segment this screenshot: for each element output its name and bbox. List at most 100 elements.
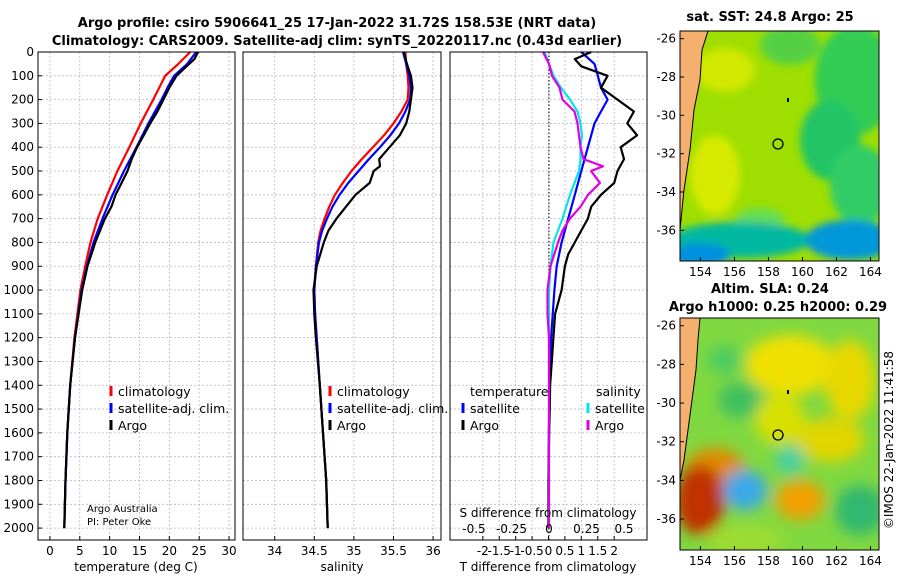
depth-tick-label: 1700: [3, 450, 34, 464]
depth-tick-label: 2000: [3, 521, 34, 535]
sla-low-blob: [707, 346, 743, 374]
map-lon-label: 162: [825, 554, 848, 568]
series-argo: [63, 51, 199, 529]
map-lon-label: 164: [859, 265, 882, 279]
map-lat-label: -36: [656, 223, 676, 237]
legend-climatology-label: climatology: [337, 384, 410, 399]
depth-tick-label: 1200: [3, 331, 34, 345]
map-lat-label: -32: [656, 147, 676, 161]
x-tick-label: 0: [46, 544, 54, 558]
x-tick-label: 34: [267, 544, 282, 558]
depth-tick-label: 200: [11, 93, 34, 107]
figure-title-line1: Argo profile: csiro 5906641_25 17-Jan-20…: [78, 16, 596, 31]
sst-cold-band: [805, 220, 879, 260]
sst-cool-blob: [830, 145, 879, 225]
x-tick-label: 0.5: [555, 544, 574, 558]
sla-coastline-land: [680, 318, 701, 481]
depth-tick-label: 1000: [3, 283, 34, 297]
sst-argo-marker: [772, 138, 784, 150]
depth-tick-label: 700: [11, 212, 34, 226]
x-tick-label: -1.5: [488, 544, 511, 558]
map-lat-label: -32: [656, 435, 676, 449]
legend-temperature-title: temperature: [470, 384, 549, 399]
salinity-panel-frame: [242, 51, 442, 541]
map-lat-label: -28: [656, 70, 676, 84]
depth-tick-label: 1400: [3, 378, 34, 392]
legend-s-satellite-label: satellite: [595, 401, 645, 416]
map-lat-label: -30: [656, 396, 676, 410]
depth-tick-label: 1600: [3, 426, 34, 440]
sla-low-blob: [835, 485, 879, 535]
x-tick-label: -0.5: [520, 544, 543, 558]
sla-island: [787, 390, 789, 394]
map-lat-label: -34: [656, 473, 676, 487]
sla-high-blob: [825, 340, 875, 420]
map-lon-label: 164: [859, 554, 882, 568]
salinity-legend: climatology satellite-adj. clim. Argo: [328, 384, 448, 433]
sst-map-frame: [679, 30, 880, 262]
institution-label: Argo Australia: [87, 504, 158, 515]
sst-coastline-land: [680, 31, 709, 231]
map-lon-label: 160: [791, 554, 814, 568]
top-tick-label: -0.5: [462, 522, 485, 536]
x-tick-label: 35: [346, 544, 361, 558]
sla-high-blob: [680, 465, 725, 535]
x-tick-label: 35.5: [380, 544, 407, 558]
s-difference-xlabel: S difference from climatology: [460, 506, 637, 520]
sst-cold-band: [680, 243, 730, 261]
sla-map-title-line2: Argo h1000: 0.25 h2000: 0.29: [669, 300, 887, 315]
map-lon-label: 156: [723, 554, 746, 568]
map-lon-label: 162: [825, 265, 848, 279]
x-tick-label: 25: [192, 544, 207, 558]
series-argo: [312, 51, 414, 529]
depth-tick-label: 400: [11, 140, 34, 154]
map-lon-label: 160: [791, 265, 814, 279]
figure-title-line2: Climatology: CARS2009. Satellite-adj cli…: [52, 34, 622, 49]
map-lon-label: 154: [689, 265, 712, 279]
legend-argo-label: Argo: [118, 418, 147, 433]
x-tick-label: 30: [221, 544, 236, 558]
legend-salinity-title: salinity: [596, 384, 641, 399]
depth-tick-label: 100: [11, 69, 34, 83]
x-tick-label: -2: [477, 544, 489, 558]
legend-satellite-label: satellite-adj. clim.: [118, 401, 229, 416]
depth-tick-label: 1900: [3, 497, 34, 511]
sst-warm-blob: [695, 48, 755, 92]
sla-map: Altim. SLA: 0.24 Argo h1000: 0.25 h2000:…: [656, 282, 887, 568]
depth-tick-label: 900: [11, 259, 34, 273]
temperature-xlabel: temperature (deg C): [74, 560, 197, 574]
x-tick-label: 34.5: [301, 544, 328, 558]
sla-high-blob: [755, 395, 805, 445]
temperature-panel: 0 5 10 15 20 25 30 0 100 200 300 400 500 600 700 800 90…: [3, 45, 236, 574]
sla-high-blob: [795, 418, 865, 462]
temperature-legend: climatology satellite-adj. clim. Argo: [109, 384, 229, 433]
x-tick-label: 1: [578, 544, 586, 558]
legend-t-satellite-label: satellite: [470, 401, 520, 416]
t-difference-xlabel: T difference from climatology: [459, 560, 637, 574]
sla-argo-marker: [772, 429, 784, 441]
map-lat-label: -34: [656, 185, 676, 199]
x-tick-label: 2: [610, 544, 618, 558]
sla-field: [680, 335, 879, 550]
x-tick-label: 36: [425, 544, 440, 558]
top-tick-label: -0.25: [496, 522, 527, 536]
sla-map-frame: [679, 317, 880, 551]
sst-map: sat. SST: 24.8 Argo: 25 154 156 158 160 162 1…: [656, 10, 882, 279]
map-lat-label: -26: [656, 319, 676, 333]
imos-watermark: ©IMOS 22-Jan-2022 11:41:58: [882, 351, 896, 529]
x-tick-label: 1.5: [588, 544, 607, 558]
legend-climatology-label: climatology: [118, 384, 191, 399]
depth-tick-label: 500: [11, 164, 34, 178]
x-tick-label: 10: [102, 544, 117, 558]
sst-cool-blob: [760, 31, 820, 65]
x-tick-label: 5: [76, 544, 84, 558]
sla-mid-blob: [705, 525, 785, 550]
map-lat-label: -28: [656, 357, 676, 371]
map-lat-label: -30: [656, 108, 676, 122]
sst-map-title: sat. SST: 24.8 Argo: 25: [686, 10, 853, 25]
map-lon-label: 156: [723, 265, 746, 279]
depth-tick-label: 0: [26, 45, 34, 59]
depth-tick-label: 1500: [3, 402, 34, 416]
top-tick-label: 0.5: [614, 522, 633, 536]
